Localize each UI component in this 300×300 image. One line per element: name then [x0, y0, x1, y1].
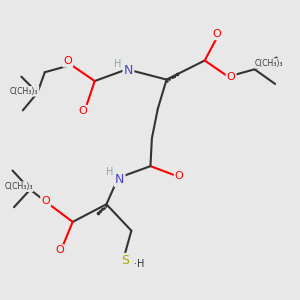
Text: N: N — [115, 173, 124, 186]
Text: O: O — [41, 196, 50, 206]
Text: O: O — [63, 56, 72, 66]
Text: H: H — [106, 167, 113, 177]
Text: ·H: ·H — [134, 259, 145, 269]
Text: C(CH₃)₃: C(CH₃)₃ — [4, 182, 33, 191]
Text: O: O — [55, 245, 64, 255]
Text: N: N — [124, 64, 133, 77]
Text: H: H — [115, 59, 122, 69]
Text: O: O — [227, 72, 236, 82]
Text: C(CH₃)₃: C(CH₃)₃ — [10, 87, 38, 96]
Text: O: O — [79, 106, 87, 116]
Text: O: O — [212, 29, 221, 39]
Text: S: S — [122, 254, 130, 267]
Text: O: O — [175, 171, 184, 182]
Text: C(CH₃)₃: C(CH₃)₃ — [255, 59, 284, 68]
